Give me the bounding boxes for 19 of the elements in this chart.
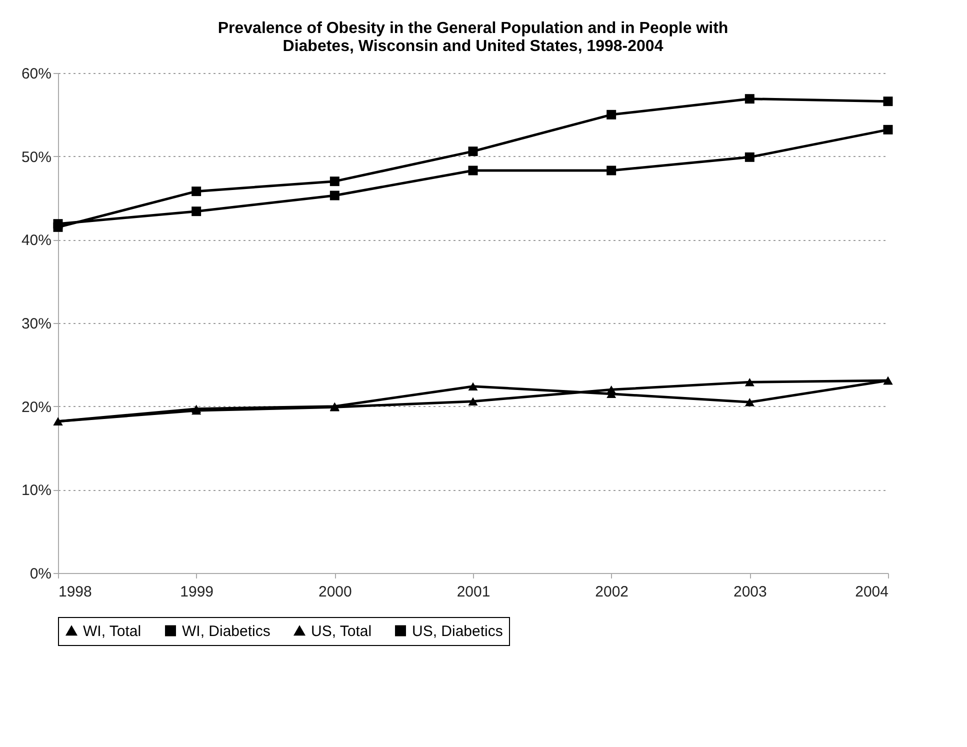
- legend-label: US, Diabetics: [412, 622, 503, 640]
- x-tick-label: 2001: [456, 584, 490, 600]
- y-tick-label: 0%: [30, 566, 52, 582]
- y-tick-label: 40%: [21, 232, 52, 250]
- x-tick-label: 1999: [180, 584, 214, 600]
- y-tick-label: 30%: [21, 316, 52, 332]
- chart-title: Prevalence of Obesity in the General Population and in People with Diabetes, Wisconsin and United States, 1998-2004: [218, 20, 728, 55]
- y-tick-label: 50%: [21, 148, 52, 166]
- y-tick-label: 60%: [21, 66, 52, 82]
- legend-label: WI, Diabetics: [182, 622, 270, 640]
- legend-label: US, Total: [311, 622, 372, 640]
- x-tick-label: 2000: [318, 584, 352, 600]
- legend-label: WI, Total: [83, 622, 142, 640]
- x-tick-label: 2002: [595, 584, 629, 600]
- x-tick-label: 2004: [855, 584, 888, 600]
- x-tick-label: 2003: [733, 584, 767, 600]
- y-tick-label: 10%: [21, 482, 52, 500]
- y-tick-label: 20%: [21, 398, 52, 416]
- x-tick-label: 1998: [58, 584, 92, 600]
